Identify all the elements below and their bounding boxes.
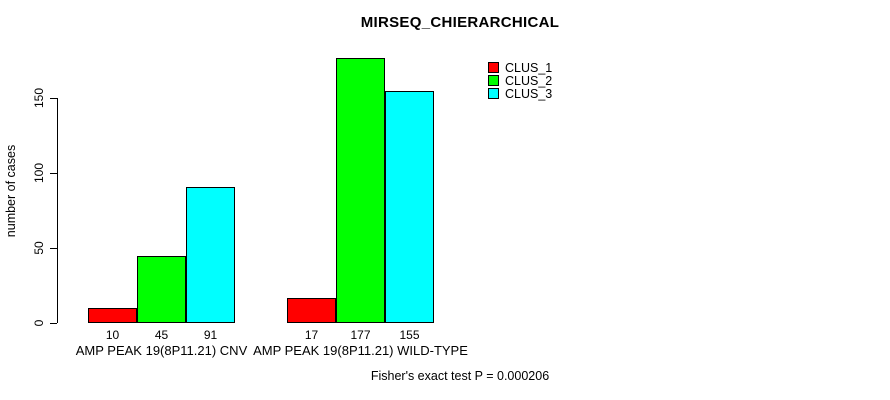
chart-title: MIRSEQ_CHIERARCHICAL — [360, 14, 560, 31]
y-tick-label: 100 — [32, 162, 46, 184]
legend-item: CLUS_3 — [488, 86, 553, 101]
legend-swatch — [488, 88, 499, 99]
bar-value-label: 91 — [203, 328, 218, 342]
legend: CLUS_1 CLUS_2 CLUS_3 — [488, 60, 553, 101]
y-tick — [50, 173, 57, 174]
bar-value-label: 10 — [105, 328, 120, 342]
bar — [137, 255, 186, 323]
bar — [336, 57, 385, 323]
legend-swatch — [488, 75, 499, 86]
legend-item: CLUS_1 — [488, 60, 553, 75]
legend-item: CLUS_2 — [488, 73, 553, 88]
bar-value-label: 155 — [399, 328, 420, 342]
bar-value-label: 17 — [304, 328, 319, 342]
legend-label: CLUS_3 — [505, 86, 553, 101]
legend-label: CLUS_2 — [505, 73, 553, 88]
bar — [287, 297, 336, 323]
y-tick-label: 150 — [32, 87, 46, 109]
category-label: AMP PEAK 19(8P11.21) WILD-TYPE — [253, 343, 468, 358]
y-axis-label: number of cases — [4, 144, 18, 238]
bar-value-label: 45 — [154, 328, 169, 342]
y-tick — [50, 98, 57, 99]
bar — [186, 186, 235, 323]
y-axis-line — [57, 98, 58, 323]
y-tick — [50, 248, 57, 249]
bar — [88, 308, 137, 323]
y-tick-label: 0 — [32, 319, 46, 327]
legend-swatch — [488, 62, 499, 73]
legend-label: CLUS_1 — [505, 60, 553, 75]
y-tick-label: 50 — [32, 241, 46, 255]
category-label: AMP PEAK 19(8P11.21) CNV — [75, 343, 248, 358]
y-tick — [50, 323, 57, 324]
bar-value-label: 177 — [350, 328, 371, 342]
bar — [385, 90, 434, 323]
annotation-text: Fisher's exact test P = 0.000206 — [370, 369, 550, 383]
